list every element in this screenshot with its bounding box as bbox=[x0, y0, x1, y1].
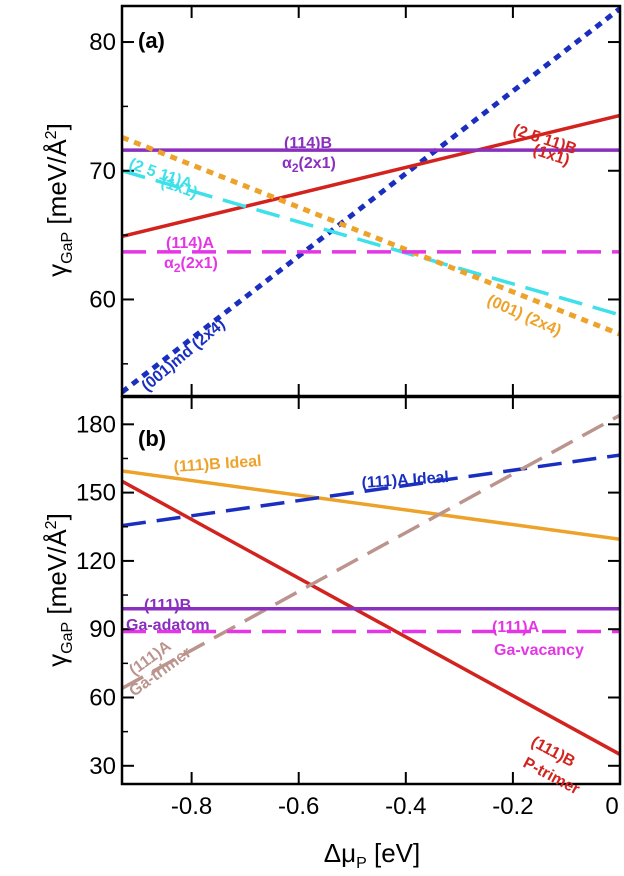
series-line-001md bbox=[122, 6, 620, 395]
panel-b: 30 60 90 120 150 180 -0.8 -0.6 -0.4 -0.2 0 (b) (11… bbox=[42, 395, 622, 872]
panel-a-label: (a) bbox=[138, 28, 165, 53]
label-001-2x4: (001) (2x4) bbox=[484, 292, 563, 340]
label-111b-ideal: (111)B Ideal bbox=[173, 453, 262, 476]
series-line-25_11A bbox=[122, 169, 620, 317]
label-114b-line2: α2(2x1) bbox=[282, 155, 336, 175]
label-114a-line1: (114)A bbox=[166, 235, 214, 252]
label-114a-line2: α2(2x1) bbox=[164, 255, 218, 275]
panel-b-ticks: 30 60 90 120 150 180 -0.8 -0.6 -0.4 -0.2 0 bbox=[76, 397, 621, 820]
x-tick-label-0: 0 bbox=[605, 793, 618, 820]
y-tick-label-60: 60 bbox=[89, 286, 116, 313]
y-tick-label-120: 120 bbox=[76, 548, 116, 575]
panel-a-ticks: 60 70 80 bbox=[89, 6, 621, 396]
svg-text:γGaP [meV/Å2]: γGaP [meV/Å2] bbox=[42, 123, 76, 277]
y-tick-label-30: 30 bbox=[89, 753, 116, 780]
label-001md: (001)md (2x4) bbox=[139, 316, 229, 395]
panel-b-ylabel: γGaP [meV/Å2] bbox=[42, 513, 76, 667]
panel-b-label: (b) bbox=[138, 426, 166, 451]
series-line-111B_Ptrimer bbox=[122, 479, 620, 756]
label-111b-gaadatom-line1: (111)B bbox=[144, 597, 191, 614]
y-tick-label-90: 90 bbox=[89, 616, 116, 643]
x-tick-label--0.2: -0.2 bbox=[492, 793, 533, 820]
svg-text:γGaP [meV/Å2]: γGaP [meV/Å2] bbox=[42, 513, 76, 667]
y-tick-label-180: 180 bbox=[76, 411, 116, 438]
panel-b-series bbox=[122, 413, 620, 756]
series-line-111B_ideal bbox=[122, 469, 620, 542]
panel-a-series bbox=[122, 6, 620, 395]
label-111b-gaadatom-line2: Ga-adatom bbox=[126, 617, 210, 634]
y-tick-label-70: 70 bbox=[89, 158, 116, 185]
y-tick-label-80: 80 bbox=[89, 29, 116, 56]
series-line-111A_Gatrimer bbox=[122, 413, 620, 690]
series-line-001_2x4 bbox=[122, 134, 620, 337]
y-tick-label-150: 150 bbox=[76, 480, 116, 507]
panel-a-ylabel: γGaP [meV/Å2] bbox=[42, 123, 76, 277]
series-line-111A_ideal bbox=[122, 453, 620, 528]
label-114b-line1: (114)B bbox=[284, 135, 332, 152]
label-111a-ideal: (111)A Ideal bbox=[361, 469, 449, 492]
series-line-25_11B bbox=[122, 113, 620, 239]
label-111a-gavacancy-line2: Ga-vacancy bbox=[494, 642, 584, 659]
y-tick-label-60: 60 bbox=[89, 684, 116, 711]
x-tick-label--0.4: -0.4 bbox=[385, 793, 426, 820]
x-axis-title: ΔμP [eV] bbox=[324, 838, 421, 872]
panel-b-frame bbox=[120, 395, 622, 786]
x-tick-label--0.6: -0.6 bbox=[278, 793, 319, 820]
x-tick-label--0.8: -0.8 bbox=[171, 793, 212, 820]
label-111a-gavacancy-line1: (111)A bbox=[492, 619, 540, 636]
